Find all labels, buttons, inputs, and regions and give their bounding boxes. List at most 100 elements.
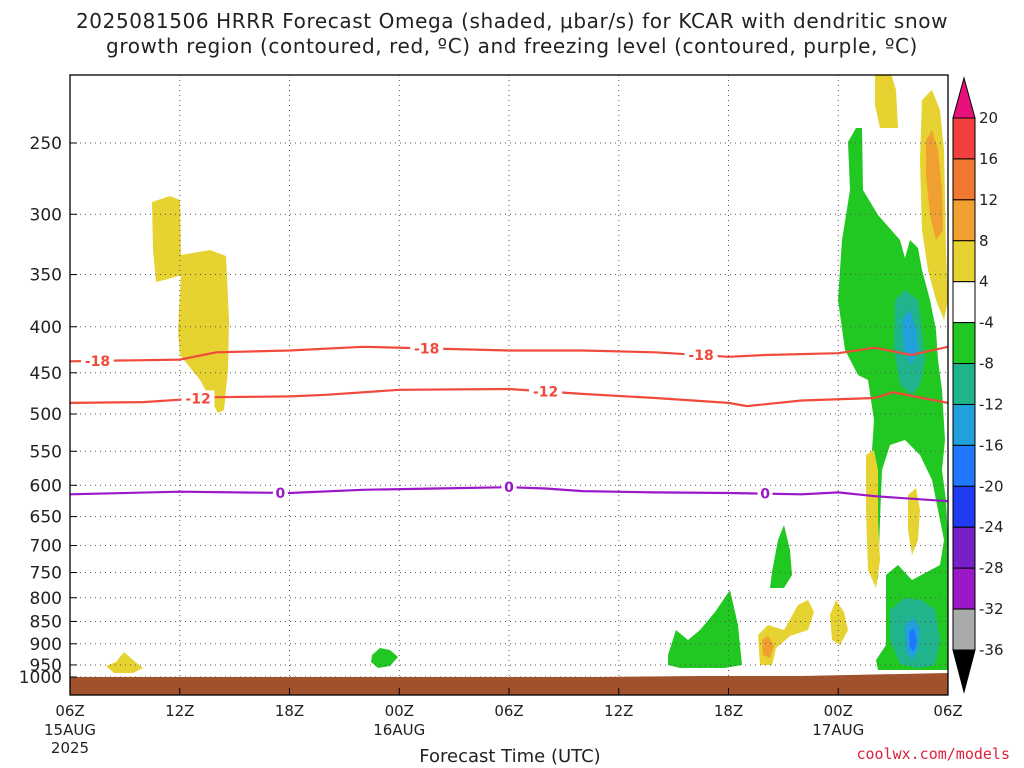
colorbar-segment bbox=[952, 526, 976, 569]
contour-label: -18 bbox=[688, 348, 713, 364]
contour-label-bg bbox=[272, 484, 288, 501]
y-tick-label: 750 bbox=[30, 564, 62, 584]
omega-positive-region bbox=[875, 75, 898, 128]
colorbar-label: 20 bbox=[979, 109, 998, 127]
colorbar-arrow-bottom bbox=[952, 649, 976, 694]
y-axis: 250 300 350 400 450 500 550 600 650 700 750 800 850 9… bbox=[19, 134, 77, 688]
y-tick-label: 450 bbox=[30, 364, 62, 384]
contour-label: -12 bbox=[533, 384, 558, 400]
y-tick-label: 550 bbox=[30, 442, 62, 462]
colorbar-label: -36 bbox=[979, 641, 1004, 659]
contours: -18 -18 -18 -12 -12 0 0 0 bbox=[70, 340, 948, 503]
colorbar-arrow-top bbox=[952, 76, 976, 119]
colorbar-segment bbox=[952, 281, 976, 324]
colorbar-segment bbox=[952, 403, 976, 446]
y-tick-label: 350 bbox=[30, 266, 62, 286]
omega-positive-region bbox=[830, 600, 848, 645]
credit-link[interactable]: coolwx.com/models bbox=[856, 745, 1010, 763]
y-tick-label: 300 bbox=[30, 205, 62, 225]
chart-title-line-1: 2025081506 HRRR Forecast Omega (shaded, … bbox=[75, 9, 949, 33]
x-tick-label: 00Z bbox=[385, 702, 414, 720]
omega-negative-region bbox=[668, 590, 742, 668]
contour-label-bg bbox=[529, 383, 563, 400]
y-tick-label: 950 bbox=[30, 656, 62, 676]
y-tick-label: 650 bbox=[30, 508, 62, 528]
contour-label: 0 bbox=[504, 480, 514, 496]
colorbar-label: -20 bbox=[979, 477, 1004, 495]
y-tick-label: 600 bbox=[30, 476, 62, 496]
x-tick-sublabel: 15AUG bbox=[44, 721, 96, 739]
x-tick-label: 12Z bbox=[604, 702, 633, 720]
y-tick-label: 400 bbox=[30, 318, 62, 338]
y-tick-label: 850 bbox=[30, 612, 62, 632]
y-tick-label: 1000 bbox=[19, 668, 62, 688]
colorbar-segment bbox=[952, 199, 976, 242]
omega-negative-region bbox=[371, 648, 398, 668]
colorbar-label: -24 bbox=[979, 518, 1004, 536]
x-tick-sublabel: 2025 bbox=[51, 739, 89, 757]
y-tick-label: 900 bbox=[30, 635, 62, 655]
colorbar-label: 12 bbox=[979, 191, 998, 209]
colorbar-segment bbox=[952, 158, 976, 201]
colorbar-label: -8 bbox=[979, 355, 994, 373]
omega-negative-region bbox=[838, 128, 948, 670]
colorbar-segment bbox=[952, 240, 976, 283]
contour-label-bg bbox=[181, 390, 215, 407]
x-tick-label: 18Z bbox=[275, 702, 304, 720]
contour-label: -12 bbox=[185, 391, 210, 407]
x-tick-label: 06Z bbox=[933, 702, 962, 720]
omega-positive-region bbox=[106, 652, 143, 673]
colorbar-label: -12 bbox=[979, 395, 1004, 413]
colorbar: 20 16 12 8 4 -4 -8 -12 -16 -20 -24 -28 -32 -36 bbox=[952, 76, 1004, 694]
contour-label-bg bbox=[80, 352, 114, 369]
colorbar-segment bbox=[952, 444, 976, 487]
omega-negative-region bbox=[770, 525, 792, 588]
y-tick-label: 700 bbox=[30, 537, 62, 557]
colorbar-label: -32 bbox=[979, 600, 1004, 618]
colorbar-segment bbox=[952, 363, 976, 405]
omega-positive-region bbox=[762, 636, 774, 658]
y-tick-label: 800 bbox=[30, 589, 62, 609]
colorbar-segment bbox=[952, 117, 976, 160]
omega-positive-region bbox=[908, 488, 920, 555]
x-tick-sublabel: 16AUG bbox=[373, 721, 425, 739]
contour-label-bg bbox=[684, 347, 718, 364]
omega-positive-region bbox=[866, 450, 880, 588]
contour-label: 0 bbox=[275, 486, 285, 502]
contour-label: 0 bbox=[760, 487, 770, 503]
x-tick-label: 18Z bbox=[714, 702, 743, 720]
colorbar-segment bbox=[952, 485, 976, 528]
contour-label-bg bbox=[410, 340, 444, 357]
colorbar-segment bbox=[952, 322, 976, 365]
colorbar-segment bbox=[952, 608, 976, 651]
x-tick-label: 06Z bbox=[494, 702, 523, 720]
omega-negative-region bbox=[909, 628, 917, 652]
colorbar-label: 4 bbox=[979, 273, 989, 291]
y-tick-label: 500 bbox=[30, 405, 62, 425]
chart-title-line-2: growth region (contoured, red, ºC) and f… bbox=[106, 34, 918, 58]
colorbar-label: 8 bbox=[979, 232, 989, 250]
omega-negative-region bbox=[902, 310, 918, 365]
omega-positive-region bbox=[926, 130, 943, 240]
x-tick-label: 12Z bbox=[165, 702, 194, 720]
colorbar-label: -28 bbox=[979, 559, 1004, 577]
omega-shading bbox=[106, 75, 948, 673]
contour-label-bg bbox=[501, 479, 517, 496]
colorbar-label: -4 bbox=[979, 314, 994, 332]
colorbar-segment bbox=[952, 567, 976, 610]
contour-label-bg bbox=[757, 485, 773, 502]
contour-label: -18 bbox=[414, 341, 439, 357]
contour-line bbox=[70, 486, 948, 503]
colorbar-label: -16 bbox=[979, 436, 1004, 454]
omega-positive-region bbox=[152, 196, 229, 413]
grid bbox=[70, 75, 948, 695]
x-axis-title: Forecast Time (UTC) bbox=[419, 746, 601, 767]
x-tick-label: 00Z bbox=[824, 702, 853, 720]
x-tick-sublabel: 17AUG bbox=[812, 721, 864, 739]
x-tick-label: 06Z bbox=[55, 702, 84, 720]
contour-label: -18 bbox=[85, 354, 110, 370]
colorbar-label: 16 bbox=[979, 150, 998, 168]
y-tick-label: 250 bbox=[30, 134, 62, 154]
